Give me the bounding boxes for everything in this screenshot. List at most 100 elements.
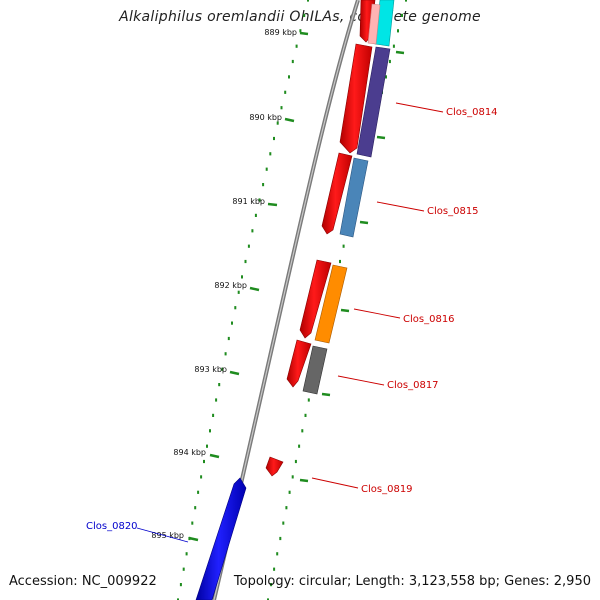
scale-dot — [307, 0, 309, 2]
scale-dot — [276, 552, 279, 556]
scale-dot — [288, 75, 290, 79]
forward-cds-features — [265, 0, 376, 477]
tick-label: 895 kbp — [151, 531, 184, 540]
scale-dot — [200, 475, 203, 479]
scale-dot — [392, 44, 395, 48]
scale-dot — [231, 321, 233, 325]
scale-dot — [258, 198, 261, 202]
scale-dot — [227, 336, 230, 341]
scale-dot — [339, 259, 341, 264]
scale-dot — [401, 13, 403, 17]
gene-label-clos-0814[interactable]: Clos_0814 — [395, 102, 498, 118]
tick-label: 890 kbp — [249, 113, 282, 122]
scale-dot — [282, 521, 285, 525]
cds-arrow[interactable] — [286, 339, 312, 388]
scale-dot — [179, 583, 182, 587]
scale-dot — [388, 59, 391, 64]
scale-dot — [280, 106, 283, 110]
cds-arrow[interactable] — [265, 456, 284, 477]
gene-label-clos-0816[interactable]: Clos_0816 — [353, 308, 455, 325]
scale-dot — [273, 567, 276, 571]
scale-dot — [182, 567, 185, 571]
cds-arrow[interactable] — [321, 152, 353, 235]
scale-dot — [265, 167, 268, 171]
scale-dot — [185, 552, 188, 556]
scale-dot — [218, 383, 221, 387]
scale-dot — [262, 183, 265, 187]
scale-dot — [212, 413, 215, 417]
topology-text: Topology: circular; Length: 3,123,558 bp… — [233, 574, 591, 589]
scale-dot — [241, 275, 243, 279]
tick-mark-892: 892 kbp — [214, 281, 260, 292]
gene-clos-0817-block[interactable] — [302, 345, 328, 395]
tick-mark-895: 895 kbp — [151, 531, 199, 542]
scale-dot — [206, 444, 208, 448]
tick-mark-893: 893 kbp — [194, 365, 240, 376]
tick-mark-889: 889 kbp — [264, 28, 309, 37]
scale-dot — [304, 413, 307, 417]
scale-dot — [298, 444, 301, 448]
scale-dot — [273, 136, 275, 141]
outer-tick-marks — [299, 50, 405, 483]
scale-dot — [221, 367, 224, 371]
scale-dot — [279, 536, 282, 541]
scale-dot — [267, 598, 269, 600]
scale-dot — [237, 290, 240, 294]
gene-label: Clos_0817 — [387, 380, 439, 391]
gene-label: Clos_0814 — [446, 107, 498, 118]
scale-dot — [284, 90, 287, 94]
scale-dot — [307, 398, 310, 402]
scale-dot — [209, 429, 211, 433]
scale-dot — [203, 459, 205, 464]
scale-dot — [295, 44, 298, 48]
gene-clos-0820-arrow[interactable] — [195, 477, 247, 600]
scale-dot — [301, 429, 304, 433]
gene-clos-0816-block[interactable] — [314, 264, 348, 344]
scale-dot — [288, 490, 291, 494]
tick-mark-894: 894 kbp — [173, 448, 220, 459]
gene-clos-0814-block[interactable] — [356, 46, 391, 158]
scale-dot — [291, 475, 294, 479]
gene-label-clos-0820[interactable]: Clos_0820 — [86, 521, 189, 543]
tick-label: 891 kbp — [232, 197, 265, 206]
tick-label: 894 kbp — [173, 448, 206, 457]
gene-label: Clos_0815 — [427, 206, 479, 217]
scale-dot — [247, 244, 250, 248]
scale-dot — [254, 213, 257, 217]
tick-scale-dots-inner — [177, 0, 309, 600]
scale-dot — [294, 459, 297, 464]
cds-arrow[interactable] — [299, 259, 332, 339]
scale-dot — [385, 75, 387, 79]
gene-clos-0815-block[interactable] — [339, 157, 369, 238]
gene-label-clos-0815[interactable]: Clos_0815 — [376, 201, 479, 217]
scale-dot — [269, 152, 272, 156]
scale-dot — [299, 29, 302, 33]
tick-mark-891: 891 kbp — [232, 197, 278, 207]
scale-dot — [244, 259, 247, 264]
accession-text: Accession: NC_009922 — [9, 574, 157, 589]
gene-label-clos-0819[interactable]: Clos_0819 — [311, 477, 413, 495]
scale-dot — [285, 506, 288, 510]
tick-label: 893 kbp — [194, 365, 227, 374]
tick-label: 889 kbp — [264, 28, 297, 37]
gene-pink-block[interactable] — [367, 3, 381, 45]
gene-label-clos-0817[interactable]: Clos_0817 — [337, 375, 439, 391]
scale-dot — [303, 13, 306, 17]
tick-label: 892 kbp — [214, 281, 247, 290]
tick-mark-890: 890 kbp — [249, 113, 295, 123]
scale-dot — [291, 59, 294, 64]
gene-features — [302, 0, 395, 395]
scale-dot — [194, 506, 197, 510]
scale-dot — [197, 490, 200, 494]
gene-label: Clos_0820 — [86, 521, 138, 532]
scale-dot — [191, 521, 194, 525]
scale-dot — [251, 229, 254, 233]
scale-dot — [215, 398, 218, 402]
cds-arrow[interactable] — [339, 43, 373, 154]
scale-dot — [224, 352, 227, 356]
scale-dot — [276, 121, 279, 125]
scale-dot — [405, 0, 407, 2]
gene-label: Clos_0819 — [361, 484, 413, 495]
